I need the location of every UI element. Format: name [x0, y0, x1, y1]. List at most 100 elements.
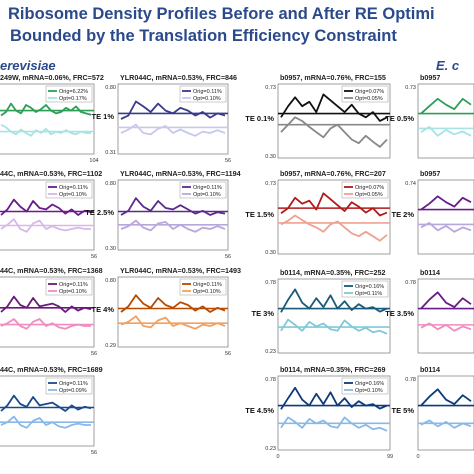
organism-label-ecoli: E. c — [436, 58, 460, 73]
opt-series-line — [0, 218, 91, 233]
legend-box — [341, 280, 389, 298]
legend-box — [341, 181, 389, 199]
y-top-label: 0.80 — [105, 85, 116, 91]
orig-series-line — [0, 295, 92, 313]
x-max-label: 56 — [91, 450, 97, 456]
chart-title-line2: Bounded by the Translation Efficiency Co… — [10, 27, 397, 45]
legend-box — [45, 181, 93, 199]
panel-header: 44C, mRNA=0.53%, FRC=1368 — [0, 266, 103, 275]
legend-entry: Opt=0.10% — [193, 192, 221, 198]
x-min-label: 0 — [416, 454, 419, 460]
panel-header: YLR044C, mRNA=0.53%, FRC=1194 — [120, 169, 241, 178]
panel-header: b0957 — [420, 73, 440, 82]
te-label: TE 1% — [91, 112, 114, 121]
te-label: TE 3% — [251, 309, 274, 318]
panel-p1: 249W, mRNA=0.06%, FRC=572 104 Orig=6.22%Op… — [0, 73, 104, 164]
te-label: TE 0.1% — [245, 114, 274, 123]
x-max-label: 56 — [225, 158, 231, 164]
chart-title-line1: Ribosome Density Profiles Before and Aft… — [8, 5, 435, 23]
panel-header: b0957, mRNA=0.76%, FRC=207 — [280, 169, 386, 178]
panel-p15: b0114 TE 5% 0.78 0 — [391, 365, 474, 460]
orig-series-line — [280, 192, 388, 217]
te-label: TE 2% — [391, 210, 414, 219]
legend-entry: Opt=0.17% — [59, 96, 87, 102]
x-max-label: 56 — [91, 254, 97, 260]
y-top-label: 0.78 — [265, 377, 276, 383]
panel-p7: 44C, mRNA=0.53%, FRC=1689 56 Orig=0.11%Opt… — [0, 365, 103, 456]
legend-box — [45, 377, 93, 395]
panel-header: 249W, mRNA=0.06%, FRC=572 — [0, 73, 104, 82]
te-label: TE 0.5% — [385, 114, 414, 123]
panel-header: 44C, mRNA=0.53%, FRC=1102 — [0, 169, 102, 178]
te-label: TE 4.5% — [245, 406, 274, 415]
panel-frame — [417, 179, 474, 255]
legend-entry: Opt=0.05% — [355, 96, 383, 102]
legend-entry: Opt=0.10% — [59, 192, 87, 198]
panel-header: YLR044C, mRNA=0.53%, FRC=846 — [120, 73, 237, 82]
legend-entry: Orig=0.07% — [355, 89, 384, 95]
legend-entry: Orig=0.11% — [193, 282, 222, 288]
legend-entry: Orig=0.11% — [59, 185, 88, 191]
legend-entry: Orig=0.16% — [355, 284, 384, 290]
panel-header: b0957 — [420, 169, 440, 178]
panel-p13: b0114 TE 3.5% 0.78 — [385, 268, 474, 354]
y-top-label: 0.78 — [265, 280, 276, 286]
orig-series-line — [420, 291, 472, 310]
legend-entry: Orig=6.22% — [59, 89, 88, 95]
y-top-label: 0.73 — [265, 85, 276, 91]
panel-p8: b0957, mRNA=0.76%, FRC=155 TE 0.1% 0.73 0.3… — [245, 73, 391, 160]
legend-entry: Opt=0.05% — [355, 192, 383, 198]
legend-box — [45, 278, 93, 296]
panel-header: b0114, mRNA=0.35%, FRC=269 — [280, 365, 385, 374]
orig-series-line — [420, 388, 472, 407]
y-bottom-label: 0.23 — [265, 349, 276, 355]
orig-series-line — [0, 198, 92, 216]
y-top-label: 0.74 — [405, 181, 416, 187]
x-max-label: 56 — [225, 254, 231, 260]
legend-entry: Opt=0.10% — [355, 388, 383, 394]
panel-p5: 44C, mRNA=0.53%, FRC=1368 56 Orig=0.11%Opt… — [0, 266, 103, 357]
orig-series-line — [120, 197, 226, 216]
orig-series-line — [280, 93, 388, 122]
panel-p10: b0957, mRNA=0.76%, FRC=207 TE 1.5% 0.73 0.3… — [245, 169, 391, 256]
legend-entry: Opt=0.10% — [59, 289, 87, 295]
organism-label-yeast: erevisiae — [0, 58, 56, 73]
panel-p2: YLR044C, mRNA=0.53%, FRC=846 TE 1% 0.80 0.3… — [91, 73, 237, 164]
panel-header: YLR044C, mRNA=0.53%, FRC=1493 — [120, 266, 241, 275]
panel-p11: b0957 TE 2% 0.74 — [391, 169, 474, 255]
orig-series-line — [420, 195, 472, 211]
panel-p12: b0114, mRNA=0.35%, FRC=252 TE 3% 0.78 0.23 O… — [251, 268, 391, 355]
panel-p6: YLR044C, mRNA=0.53%, FRC=1493 TE 4% 0.80 0.… — [91, 266, 241, 357]
legend-entry: Opt=0.11% — [355, 291, 382, 297]
te-label: TE 3.5% — [385, 309, 414, 318]
y-bottom-label: 0.29 — [105, 343, 116, 349]
panel-frame — [417, 83, 474, 159]
y-top-label: 0.78 — [405, 280, 416, 286]
te-label: TE 2.5% — [85, 208, 114, 217]
x-max-label: 56 — [225, 351, 231, 357]
legend-box — [341, 85, 389, 103]
y-top-label: 0.78 — [405, 377, 416, 383]
panel-header: 44C, mRNA=0.53%, FRC=1689 — [0, 365, 103, 374]
x-max-label: 99 — [387, 454, 393, 460]
panel-header: b0114 — [420, 365, 440, 374]
legend-entry: Opt=0.10% — [193, 96, 221, 102]
te-label: TE 5% — [391, 406, 414, 415]
legend-entry: Orig=0.07% — [355, 185, 384, 191]
panel-p4: YLR044C, mRNA=0.53%, FRC=1194 TE 2.5% 0.80… — [85, 169, 240, 260]
panel-p9: b0957 TE 0.5% 0.73 — [385, 73, 474, 159]
panel-p3: 44C, mRNA=0.53%, FRC=1102 56 Orig=0.11%Opt… — [0, 169, 102, 260]
y-bottom-label: 0.23 — [265, 446, 276, 452]
legend-box — [45, 85, 93, 103]
legend-box — [179, 181, 227, 199]
panel-p14: b0114, mRNA=0.35%, FRC=269 TE 4.5% 0.78 0.2… — [245, 365, 393, 460]
y-top-label: 0.73 — [265, 181, 276, 187]
x-min-label: 0 — [276, 454, 279, 460]
panel-header: b0957, mRNA=0.76%, FRC=155 — [280, 73, 386, 82]
opt-series-line — [0, 415, 91, 429]
panel-frame — [417, 375, 474, 451]
legend-entry: Orig=0.11% — [59, 282, 88, 288]
te-label: TE 1.5% — [245, 210, 274, 219]
y-top-label: 0.80 — [105, 278, 116, 284]
panel-header: b0114, mRNA=0.35%, FRC=252 — [280, 268, 385, 277]
